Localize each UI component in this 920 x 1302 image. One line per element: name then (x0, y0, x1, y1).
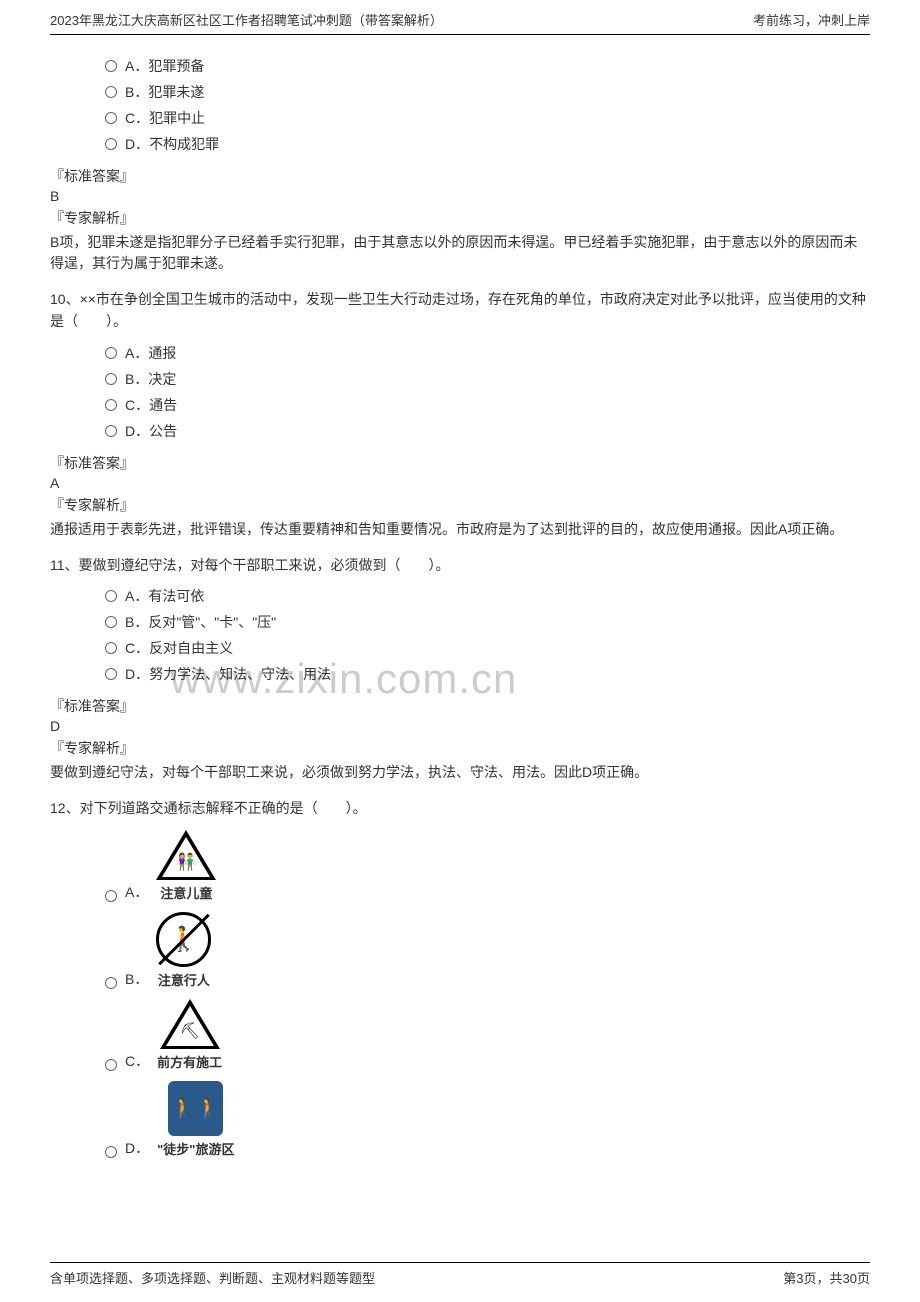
sign-label: 注意行人 (158, 970, 210, 989)
q11-option-c[interactable]: C．反对自由主义 (105, 638, 870, 658)
radio-icon (105, 86, 117, 98)
q10-option-d[interactable]: D．公告 (105, 421, 870, 441)
q10-stem: 10、××市在争创全国卫生城市的活动中，发现一些卫生大行动走过场，存在死角的单位… (50, 288, 870, 333)
q10-analysis: 通报适用于表彰先进，批评错误，传达重要精神和告知重要情况。市政府是为了达到批评的… (50, 519, 870, 540)
page-header: 2023年黑龙江大庆高新区社区工作者招聘笔试冲刺题（带答案解析） 考前练习，冲刺… (50, 0, 870, 35)
q10-option-b[interactable]: B．决定 (105, 369, 870, 389)
option-text: A．有法可依 (125, 586, 204, 606)
q11-option-d[interactable]: D．努力学法、知法、守法、用法 (105, 664, 870, 684)
radio-icon (105, 112, 117, 124)
q11-stem: 11、要做到遵纪守法，对每个干部职工来说，必须做到（ ）。 (50, 554, 870, 576)
q10-answer-label: 『标准答案』 (50, 453, 870, 473)
q11-option-a[interactable]: A．有法可依 (105, 586, 870, 606)
option-letter: B． (125, 969, 148, 989)
q11-analysis: 要做到遵纪守法，对每个干部职工来说，必须做到努力学法，执法、守法、用法。因此D项… (50, 762, 870, 783)
q10-option-a[interactable]: A．通报 (105, 343, 870, 363)
radio-icon (105, 425, 117, 437)
radio-icon (105, 890, 117, 902)
triangle-warning-icon: ⛏ (160, 999, 220, 1049)
q11-option-b[interactable]: B．反对"管"、"卡"、"压" (105, 612, 870, 632)
option-text: D．公告 (125, 421, 177, 441)
q9-analysis-label: 『专家解析』 (50, 208, 870, 228)
q9-answer: B (50, 188, 870, 204)
q10-answer: A (50, 475, 870, 491)
option-text: D．努力学法、知法、守法、用法 (125, 664, 331, 684)
radio-icon (105, 642, 117, 654)
q12-stem: 12、对下列道路交通标志解释不正确的是（ ）。 (50, 797, 870, 819)
q9-answer-label: 『标准答案』 (50, 166, 870, 186)
question-11: 11、要做到遵纪守法，对每个干部职工来说，必须做到（ ）。 (50, 554, 870, 576)
sign-label: 注意儿童 (160, 883, 212, 902)
sign-label: "徒步"旅游区 (157, 1139, 234, 1158)
option-text: C．反对自由主义 (125, 638, 233, 658)
q9-option-d[interactable]: D．不构成犯罪 (105, 134, 870, 154)
radio-icon (105, 399, 117, 411)
option-letter: C． (125, 1051, 149, 1071)
q9-option-b[interactable]: B．犯罪未遂 (105, 82, 870, 102)
option-text: B．犯罪未遂 (125, 82, 204, 102)
option-text: A．通报 (125, 343, 176, 363)
option-text: B．决定 (125, 369, 176, 389)
q12-option-b[interactable]: B． 🚶 注意行人 (105, 912, 870, 989)
square-info-icon: 🚶🚶 (168, 1081, 223, 1136)
question-10: 10、××市在争创全国卫生城市的活动中，发现一些卫生大行动走过场，存在死角的单位… (50, 288, 870, 333)
q11-answer: D (50, 718, 870, 734)
traffic-sign-children: 👫 注意儿童 (156, 830, 216, 902)
radio-icon (105, 977, 117, 989)
q10-analysis-label: 『专家解析』 (50, 495, 870, 515)
q12-option-c[interactable]: C． ⛏ 前方有施工 (105, 999, 870, 1071)
footer-right: 第3页，共30页 (783, 1268, 870, 1287)
q11-analysis-label: 『专家解析』 (50, 738, 870, 758)
traffic-sign-hiking: 🚶🚶 "徒步"旅游区 (157, 1081, 234, 1158)
q11-answer-label: 『标准答案』 (50, 696, 870, 716)
question-12: 12、对下列道路交通标志解释不正确的是（ ）。 (50, 797, 870, 819)
radio-icon (105, 373, 117, 385)
traffic-sign-construction: ⛏ 前方有施工 (157, 999, 222, 1071)
page-footer: 含单项选择题、多项选择题、判断题、主观材料题等题型 第3页，共30页 (50, 1262, 870, 1287)
radio-icon (105, 1059, 117, 1071)
option-text: A．犯罪预备 (125, 56, 204, 76)
option-text: C．犯罪中止 (125, 108, 205, 128)
radio-icon (105, 138, 117, 150)
radio-icon (105, 590, 117, 602)
radio-icon (105, 1146, 117, 1158)
option-text: C．通告 (125, 395, 177, 415)
radio-icon (105, 668, 117, 680)
prohibition-circle-icon: 🚶 (156, 912, 211, 967)
traffic-sign-no-pedestrian: 🚶 注意行人 (156, 912, 211, 989)
q9-option-c[interactable]: C．犯罪中止 (105, 108, 870, 128)
sign-label: 前方有施工 (157, 1052, 222, 1071)
header-left: 2023年黑龙江大庆高新区社区工作者招聘笔试冲刺题（带答案解析） (50, 10, 443, 29)
q9-option-a[interactable]: A．犯罪预备 (105, 56, 870, 76)
q12-option-d[interactable]: D． 🚶🚶 "徒步"旅游区 (105, 1081, 870, 1158)
triangle-warning-icon: 👫 (156, 830, 216, 880)
radio-icon (105, 60, 117, 72)
option-text: B．反对"管"、"卡"、"压" (125, 612, 276, 632)
radio-icon (105, 616, 117, 628)
option-text: D．不构成犯罪 (125, 134, 219, 154)
option-letter: D． (125, 1138, 149, 1158)
q9-analysis: B项，犯罪未遂是指犯罪分子已经着手实行犯罪，由于其意志以外的原因而未得逞。甲已经… (50, 232, 870, 274)
q12-option-a[interactable]: A． 👫 注意儿童 (105, 830, 870, 902)
radio-icon (105, 347, 117, 359)
footer-left: 含单项选择题、多项选择题、判断题、主观材料题等题型 (50, 1268, 375, 1287)
header-right: 考前练习，冲刺上岸 (753, 10, 870, 29)
option-letter: A． (125, 882, 148, 902)
q10-option-c[interactable]: C．通告 (105, 395, 870, 415)
